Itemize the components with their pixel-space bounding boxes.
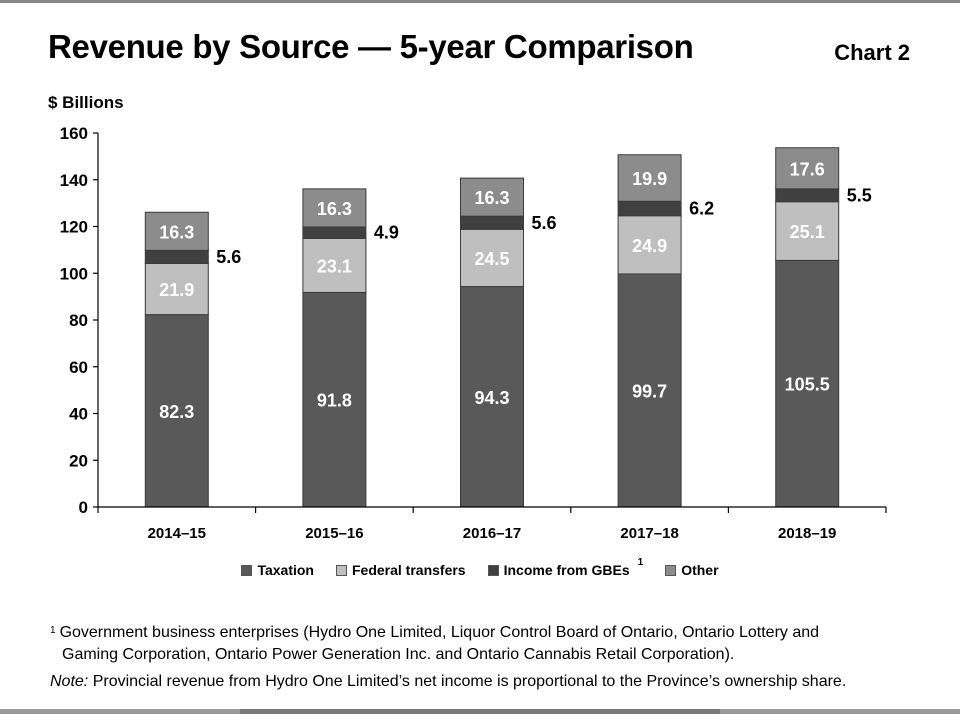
y-tick-label: 0 [79,498,88,517]
legend-label-other: Other [681,562,719,578]
bar-segment-taxation [617,273,682,508]
y-axis: 0 20 40 60 80 100 120 140 160 [60,124,99,517]
x-axis: 2014–15 2015–16 2016–17 2017–18 2018–19 [97,506,887,542]
legend-label-taxation: Taxation [257,562,314,578]
data-label-federal-transfers: 24.5 [474,249,509,269]
chart-title: Revenue by Source — 5-year Comparison [48,28,694,65]
data-label-income-from-gbes: 5.6 [532,213,557,233]
legend-label-gbe: Income from GBEs [503,562,630,578]
data-label-other: 16.3 [159,222,194,242]
chart-number: Chart 2 [834,40,910,65]
data-label-other: 19.9 [632,169,667,189]
y-tick-label: 60 [69,358,88,377]
data-label-taxation: 91.8 [317,391,352,411]
bar-segment-federal-transfers [775,201,840,261]
bar-segment-income-from-gbes [144,249,209,264]
legend-item-taxation: Taxation [241,562,314,578]
legend: Taxation Federal transfers Income from G… [0,557,960,578]
legend-swatch-federal-transfers [335,564,347,576]
x-tick-label: 2016–17 [463,525,521,542]
footnote-marker: 1 [50,625,56,636]
data-label-taxation: 82.3 [159,402,194,422]
note-text: Provincial revenue from Hydro One Limite… [92,673,847,690]
bar-segment-income-from-gbes [460,215,524,230]
x-tick-label: 2017–18 [620,525,678,542]
footnote-text-1: Government business enterprises (Hydro O… [59,624,820,641]
note: Note: Provincial revenue from Hydro One … [50,673,846,691]
y-tick-label: 100 [60,264,88,283]
bars: 82.3 21.9 5.6 16.3 91.8 23.1 4.9 16.3 94.3 24.5 5.… [144,147,872,508]
data-label-other: 17.6 [790,159,825,179]
bar-segment-federal-transfers [302,237,367,293]
bar-segment-income-from-gbes [302,226,367,239]
bar-stack: 82.3 21.9 5.6 16.3 [144,211,241,508]
data-label-other: 16.3 [474,188,509,208]
footnote-line-1: 1 Government business enterprises (Hydro … [50,622,930,644]
bar-stack: 99.7 24.9 6.2 19.9 [617,154,714,508]
legend-item-other: Other [665,562,719,578]
legend-swatch-gbe [487,564,499,576]
y-tick-label: 40 [69,405,88,424]
footnote: 1 Government business enterprises (Hydro … [50,622,930,666]
bar-segment-income-from-gbes [775,188,840,203]
bar-segment-taxation [775,259,840,508]
bottom-rule-accent [240,709,720,714]
bar-segment-other [617,154,682,202]
bar-segment-other [144,211,209,251]
legend-swatch-taxation [241,564,253,576]
x-tick-label: 2018–19 [778,525,836,542]
y-tick-label: 20 [69,451,88,470]
legend-item-federal-transfers: Federal transfers [335,562,466,578]
legend-gbe-superscript: 1 [637,556,644,568]
bar-segment-federal-transfers [617,215,682,275]
y-tick-label: 140 [60,171,88,190]
data-label-income-from-gbes: 6.2 [689,199,714,219]
legend-label-federal-transfers: Federal transfers [351,562,466,578]
legend-item-gbe: Income from GBEs 1 [487,557,643,578]
data-label-federal-transfers: 25.1 [790,222,825,242]
data-label-taxation: 105.5 [785,375,830,395]
y-tick-label: 160 [60,124,88,143]
bar-segment-other [775,147,840,190]
legend-swatch-other [665,564,677,576]
bar-segment-other [302,188,367,228]
bar-segment-taxation [460,286,524,508]
data-label-income-from-gbes: 5.6 [216,247,241,267]
bar-stack: 105.5 25.1 5.5 17.6 [775,147,872,508]
data-label-taxation: 99.7 [632,381,667,401]
note-label: Note: [50,673,89,690]
data-label-taxation: 94.3 [474,388,509,408]
data-label-federal-transfers: 23.1 [317,256,352,276]
data-label-income-from-gbes: 4.9 [374,223,399,243]
x-tick-label: 2015–16 [305,525,363,542]
bar-segment-other [460,177,524,217]
data-label-income-from-gbes: 5.5 [847,185,872,205]
footnote-line-2: Gaming Corporation, Ontario Power Genera… [62,646,735,663]
bar-stack: 94.3 24.5 5.6 16.3 [460,177,557,508]
top-rule [0,0,960,3]
data-label-other: 16.3 [317,199,352,219]
data-label-federal-transfers: 21.9 [159,280,194,300]
y-tick-label: 80 [69,311,88,330]
bar-segment-taxation [144,314,209,508]
bar-stack: 91.8 23.1 4.9 16.3 [302,188,399,508]
y-axis-label: $ Billions [48,93,124,112]
y-tick-label: 120 [60,218,88,237]
x-tick-label: 2014–15 [148,525,206,542]
bar-segment-income-from-gbes [617,200,682,217]
stacked-bar-chart: $ Billions 0 20 40 60 80 100 120 140 160 82.3 21.… [48,93,887,542]
data-label-federal-transfers: 24.9 [632,236,667,256]
